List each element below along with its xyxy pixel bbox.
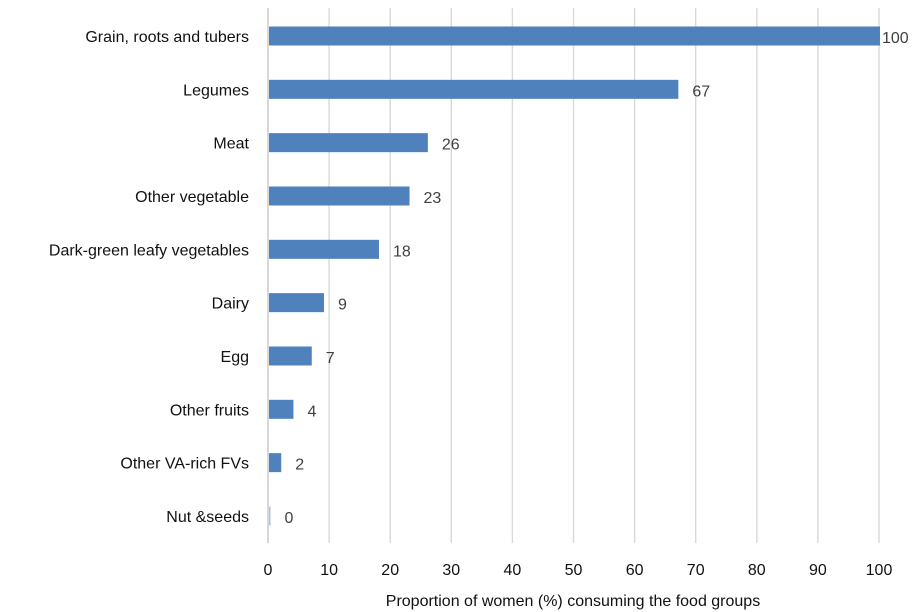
bar <box>269 239 379 259</box>
x-tick-label: 90 <box>809 562 827 579</box>
bar <box>269 133 428 153</box>
value-label: 2 <box>295 457 304 474</box>
value-label: 4 <box>307 403 316 420</box>
x-axis-title: Proportion of women (%) consuming the fo… <box>386 593 760 610</box>
bar <box>269 346 312 366</box>
category-label: Meat <box>213 136 249 153</box>
value-label: 26 <box>442 137 460 154</box>
value-label: 18 <box>393 243 411 260</box>
category-label: Nut &seeds <box>166 509 249 526</box>
x-tick-label: 40 <box>504 562 522 579</box>
x-tick-labels: 0 10 20 30 40 50 60 70 80 90 100 <box>264 562 893 579</box>
value-label: 9 <box>338 297 347 314</box>
value-label: 67 <box>692 83 710 100</box>
value-label: 7 <box>326 350 335 367</box>
category-label: Other VA-rich FVs <box>120 456 249 473</box>
bar <box>269 26 880 46</box>
value-label: 100 <box>882 30 909 47</box>
category-label: Grain, roots and tubers <box>85 29 249 46</box>
bar <box>269 79 679 99</box>
x-tick-label: 80 <box>748 562 766 579</box>
value-label: 23 <box>424 190 442 207</box>
category-label: Other fruits <box>170 402 249 419</box>
x-tick-label: 50 <box>565 562 583 579</box>
bar <box>269 186 410 206</box>
category-label: Other vegetable <box>135 189 249 206</box>
bar <box>269 506 271 526</box>
bars <box>269 26 880 526</box>
category-label: Legumes <box>183 82 249 99</box>
category-label: Dairy <box>212 296 249 313</box>
category-label: Dark-green leafy vegetables <box>49 242 249 259</box>
bar <box>269 293 324 313</box>
x-tick-label: 70 <box>687 562 705 579</box>
x-tick-label: 10 <box>320 562 338 579</box>
x-tick-label: 0 <box>264 562 273 579</box>
x-tick-label: 30 <box>442 562 460 579</box>
bar <box>269 453 282 473</box>
x-tick-label: 20 <box>381 562 399 579</box>
category-labels: Grain, roots and tubers Legumes Meat Other … <box>49 29 250 526</box>
x-tick-label: 100 <box>866 562 893 579</box>
bar <box>269 399 294 419</box>
value-label: 0 <box>285 510 294 527</box>
x-tick-label: 60 <box>626 562 644 579</box>
category-label: Egg <box>221 349 249 366</box>
value-labels: 100 67 26 23 18 9 7 4 2 0 <box>285 30 909 527</box>
